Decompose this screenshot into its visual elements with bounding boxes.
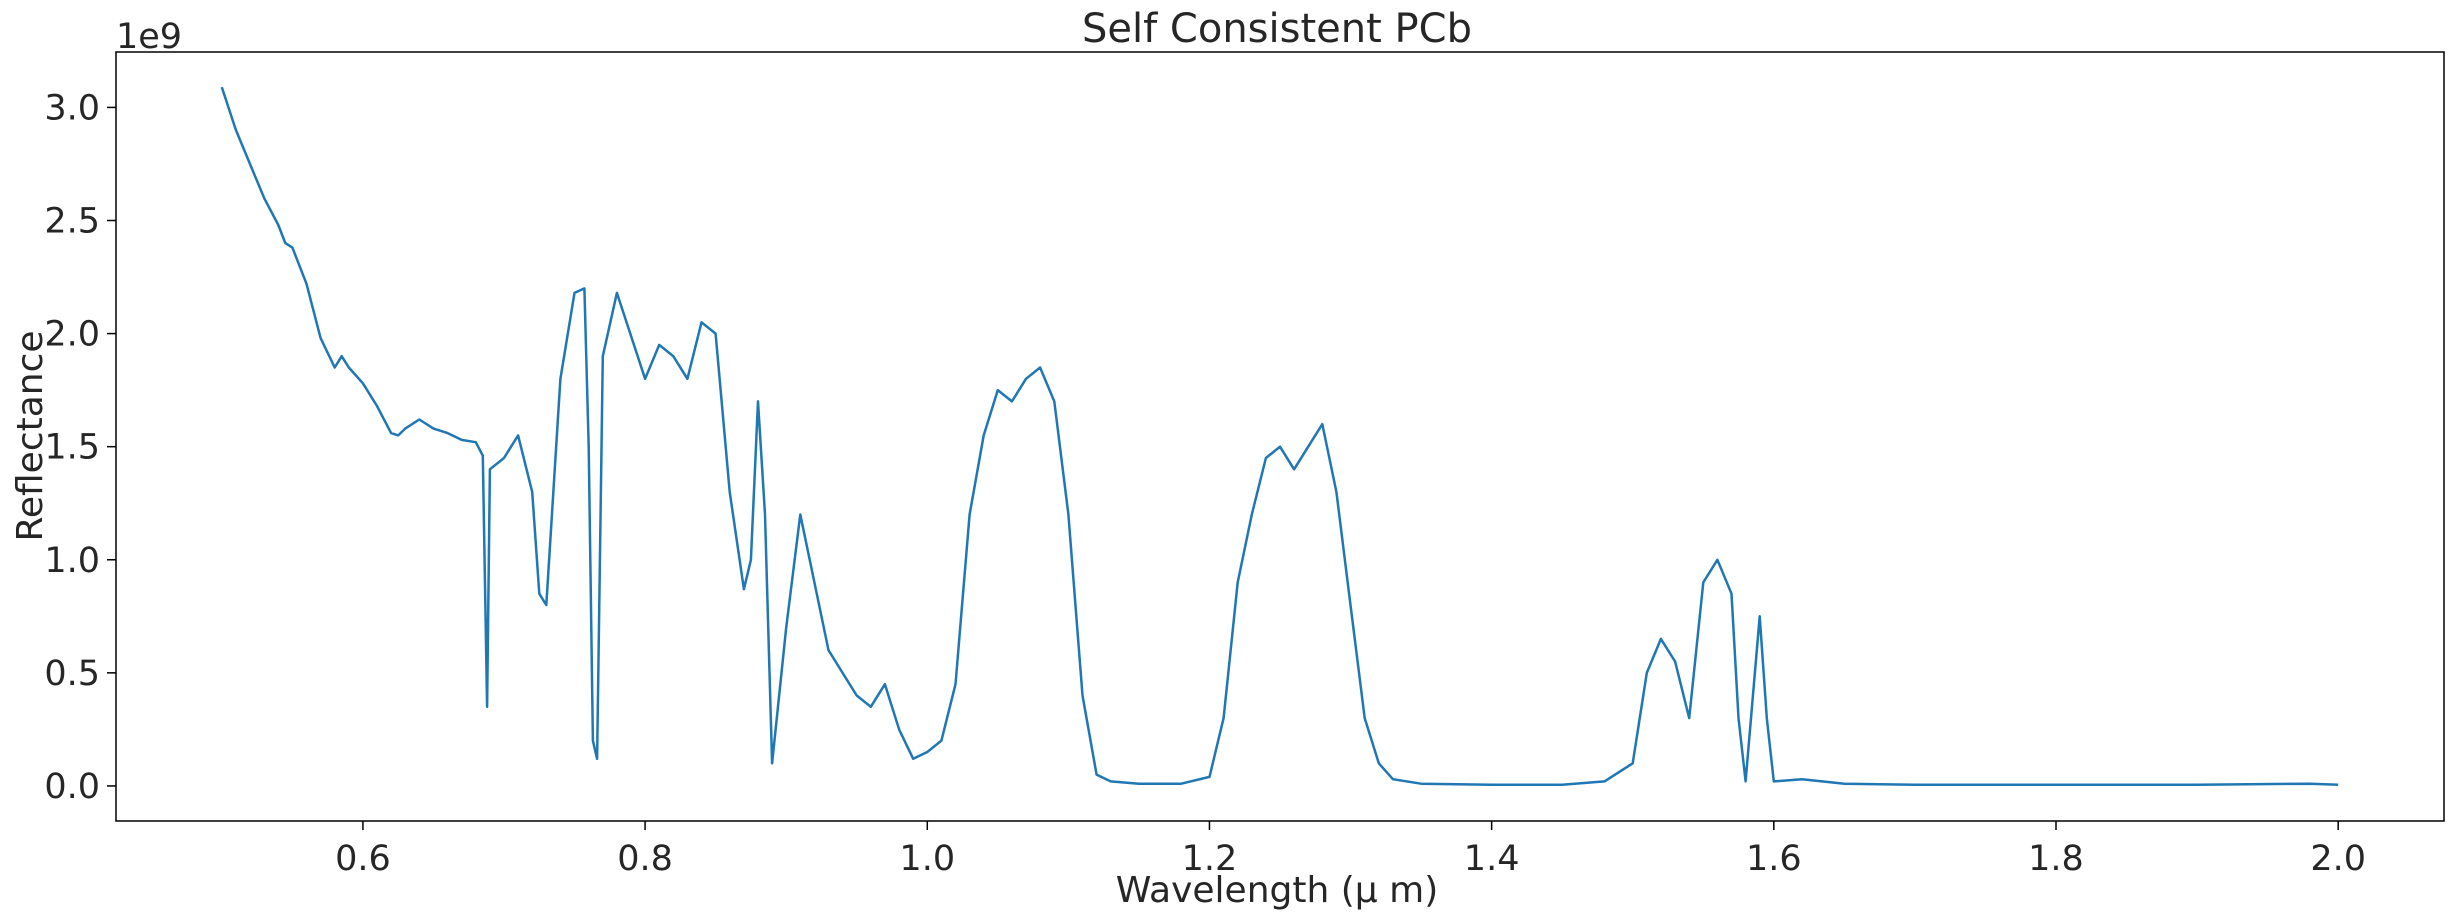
x-tick-label: 2.0 bbox=[2310, 839, 2366, 879]
y-axis-ticks: 0.0 0.5 1.0 1.5 2.0 2.5 3.0 bbox=[44, 88, 116, 807]
y-tick-label: 1.0 bbox=[44, 541, 100, 581]
series-line-0 bbox=[220, 86, 2339, 787]
x-tick-label: 0.8 bbox=[617, 839, 673, 879]
x-tick-label: 1.2 bbox=[1182, 839, 1238, 879]
y-tick-label: 3.0 bbox=[44, 88, 100, 128]
plot-frame bbox=[115, 51, 2445, 822]
chart-title: Self Consistent PCb bbox=[1082, 6, 1472, 52]
y-tick-label: 2.0 bbox=[44, 315, 100, 355]
x-tick-label: 1.6 bbox=[1746, 839, 1802, 879]
y-tick-label: 0.0 bbox=[44, 767, 100, 807]
x-tick-label: 1.8 bbox=[2028, 839, 2084, 879]
y-tick-label: 2.5 bbox=[44, 202, 100, 242]
y-axis-offset-label: 1e9 bbox=[116, 17, 182, 57]
y-tick-label: 1.5 bbox=[44, 428, 100, 468]
x-tick-label: 1.4 bbox=[1464, 839, 1520, 879]
x-tick-label: 0.6 bbox=[335, 839, 391, 879]
plot-area bbox=[220, 86, 2339, 787]
y-tick-label: 0.5 bbox=[44, 654, 100, 694]
x-axis-label: Wavelength (μ m) bbox=[1116, 870, 1439, 911]
x-axis-ticks: 0.6 0.8 1.0 1.2 1.4 1.6 1.8 2.0 bbox=[335, 821, 2366, 879]
x-tick-label: 1.0 bbox=[899, 839, 955, 879]
y-axis-label: Reflectance bbox=[10, 330, 51, 541]
